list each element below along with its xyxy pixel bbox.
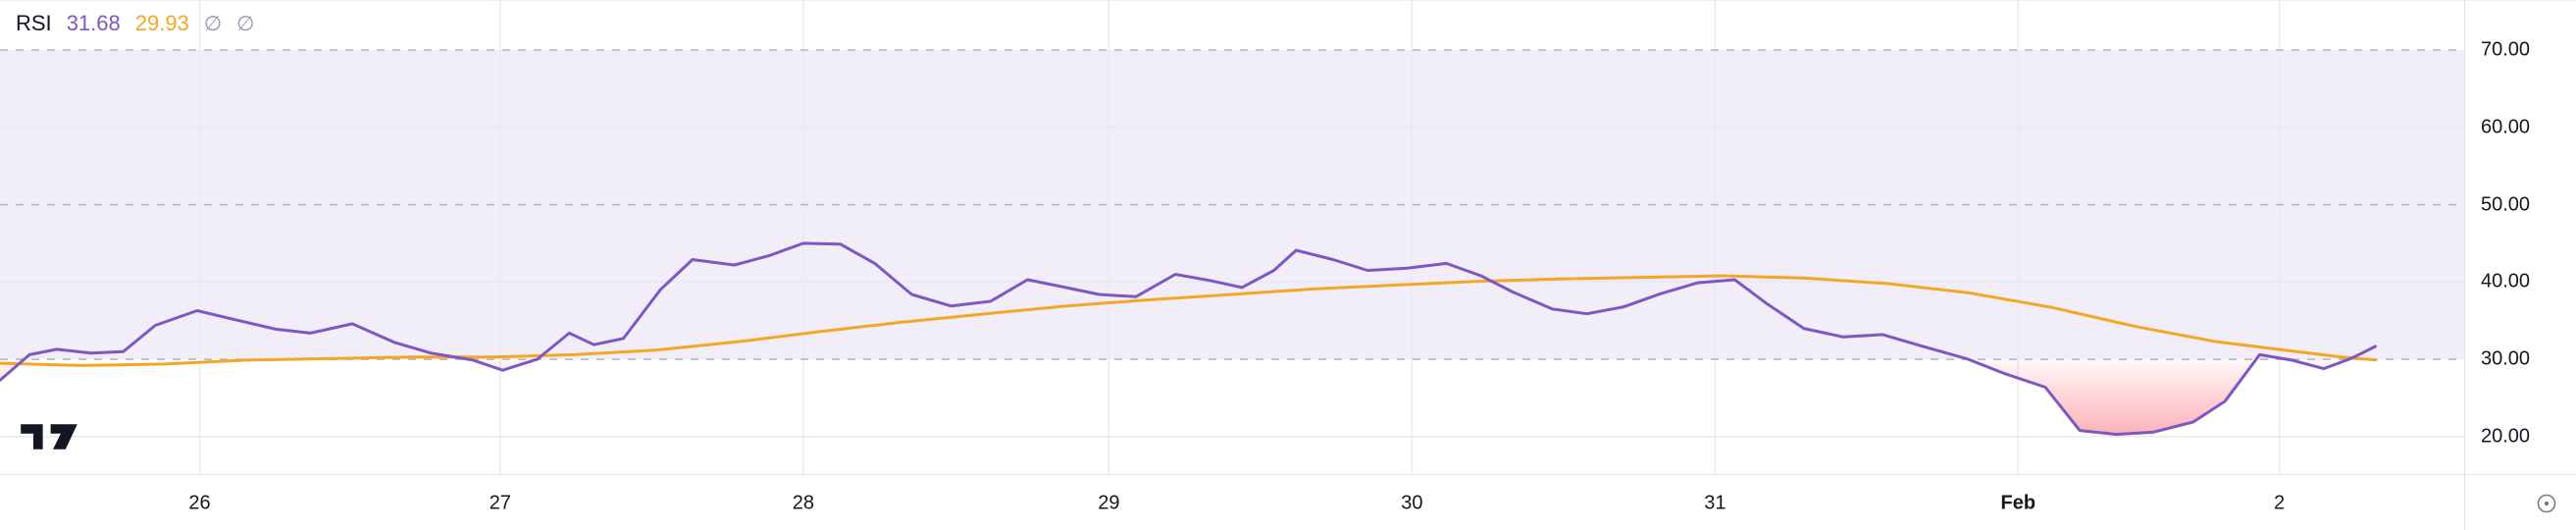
price-axis-label: 60.00 <box>2481 116 2531 138</box>
tradingview-logo[interactable] <box>18 419 80 454</box>
time-axis-label: 29 <box>1098 492 1120 513</box>
time-axis-label: 31 <box>1704 492 1726 513</box>
price-axis-label: 40.00 <box>2481 270 2531 292</box>
tradingview-logo-glyph-1 <box>21 424 43 450</box>
time-axis[interactable]: 26 27 28 29 30 31 Feb 2 <box>0 474 2576 530</box>
rsi-ma-line <box>0 274 2378 367</box>
time-axis-label: 30 <box>1401 492 1423 513</box>
time-axis-label: 27 <box>489 492 512 513</box>
rsi-value: 31.68 <box>66 11 121 35</box>
oversold-fill <box>0 359 2349 435</box>
tradingview-logo-glyph-7 <box>50 424 77 450</box>
price-axis-label: 50.00 <box>2481 193 2531 216</box>
rsi-line <box>0 241 2378 437</box>
price-axis[interactable]: 70.00 60.00 50.00 40.00 30.00 20.00 <box>2464 1 2576 474</box>
ma-value: 29.93 <box>134 11 189 35</box>
indicator-legend[interactable]: RSI 31.68 29.93 ∅ ∅ <box>16 11 254 37</box>
time-axis-label: 26 <box>188 492 211 513</box>
rsi-chart-svg[interactable] <box>0 1 2464 474</box>
indicator-title[interactable]: RSI <box>16 11 52 35</box>
time-axis-settings-icon[interactable] <box>2535 492 2558 515</box>
time-axis-label: 2 <box>2274 492 2286 513</box>
price-axis-label: 70.00 <box>2481 38 2531 61</box>
time-axis-label: Feb <box>2000 492 2036 513</box>
axis-corner <box>2464 475 2576 530</box>
price-axis-label: 30.00 <box>2481 347 2531 370</box>
time-labels[interactable]: 26 27 28 29 30 31 Feb 2 <box>0 475 2464 530</box>
empty-set-icon: ∅ <box>236 13 255 35</box>
price-axis-label: 20.00 <box>2481 425 2531 448</box>
chart-plot-area[interactable]: RSI 31.68 29.93 ∅ ∅ <box>0 1 2464 474</box>
empty-set-icon: ∅ <box>203 13 223 35</box>
time-axis-label: 28 <box>792 492 815 513</box>
